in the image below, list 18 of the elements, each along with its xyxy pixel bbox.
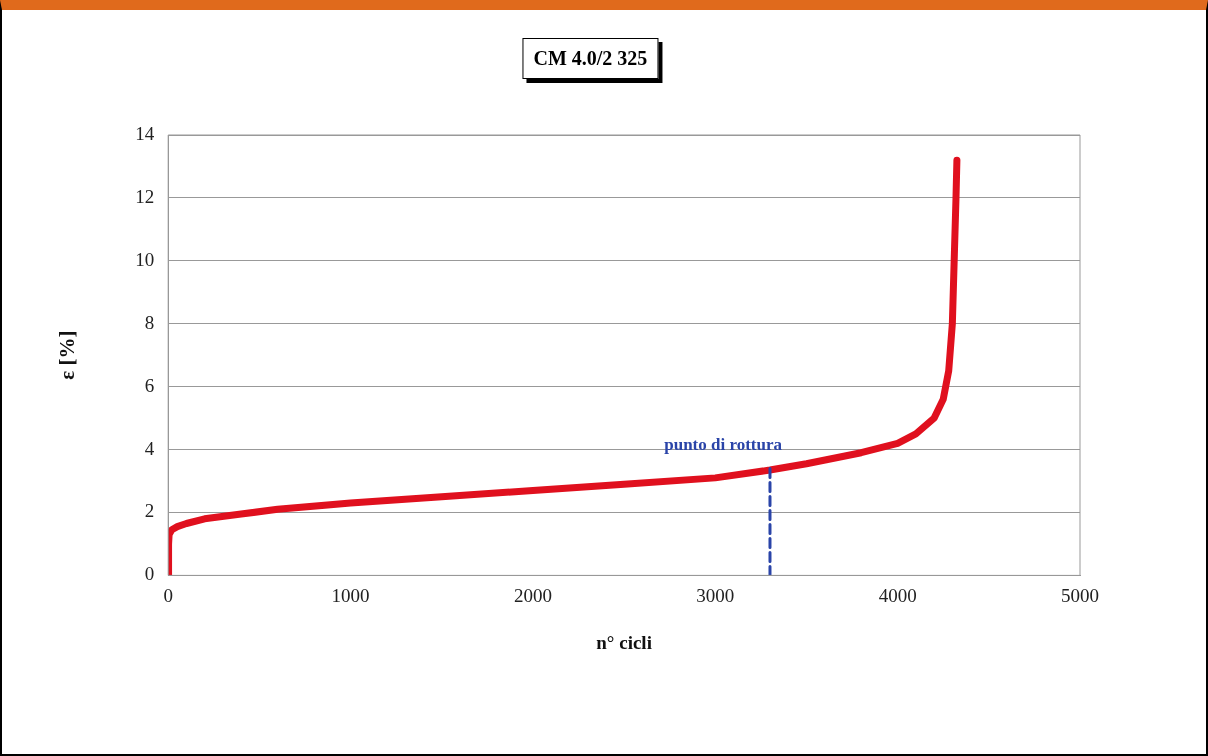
y-tick-label: 6	[144, 374, 155, 396]
x-axis-title: n° cicli	[596, 631, 652, 653]
y-tick-label: 8	[144, 311, 155, 333]
y-tick-label: 4	[144, 437, 155, 459]
y-tick-label: 12	[135, 185, 155, 207]
y-axis-title: ε [%]	[55, 330, 80, 380]
x-tick-label: 2000	[513, 584, 552, 606]
x-tick-label: 0	[163, 584, 173, 606]
x-tick-label: 3000	[696, 584, 735, 606]
y-tick-label: 10	[135, 248, 155, 270]
y-tick-label: 2	[144, 500, 155, 522]
y-tick-label: 0	[144, 563, 155, 585]
chart-title: CM 4.0/2 325	[522, 38, 659, 79]
x-tick-label: 1000	[331, 584, 370, 606]
annotation: punto di rottura	[664, 435, 783, 455]
x-tick-label: 5000	[1061, 584, 1099, 606]
y-tick-label: 14	[135, 122, 155, 144]
x-tick-label: 4000	[878, 584, 917, 606]
